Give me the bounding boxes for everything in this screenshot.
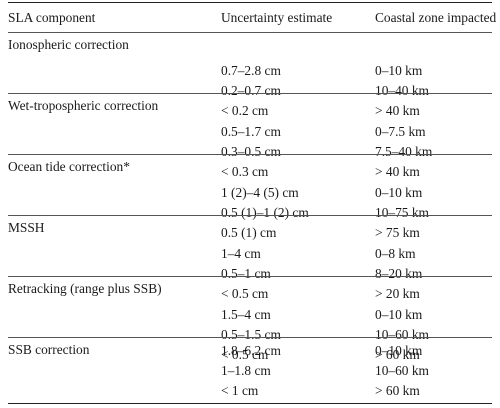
row-component: Ionospheric correction <box>8 37 129 52</box>
row-component: MSSH <box>8 220 45 235</box>
row-uncertainty: 1–4 cm 0.5–1 cm < 0.5 cm <box>221 246 271 301</box>
row-zone: 0–8 km 8–20 km > 20 km <box>375 246 423 301</box>
row-uncertainty: 1.5–4 cm 0.5–1.5 cm < 0.5 cm <box>221 307 281 362</box>
table-top-rule <box>8 2 492 4</box>
row-zone: 0–10 km 10–60 km > 60 km <box>375 307 429 362</box>
row-component: Ocean tide correction* <box>8 159 130 174</box>
row-separator <box>8 276 492 277</box>
row-zone: 0–10 km 10–40 km > 40 km <box>375 63 429 118</box>
row-component: SSB correction <box>8 342 90 357</box>
header-rule <box>8 32 492 33</box>
row-component: Retracking (range plus SSB) <box>8 281 162 296</box>
row-separator <box>8 93 492 94</box>
row-zone: 0–10 km 10–60 km > 60 km <box>375 343 429 398</box>
header-uncertainty-estimate: Uncertainty estimate <box>221 10 333 25</box>
row-separator <box>8 154 492 155</box>
header-coastal-zone: Coastal zone impacted <box>375 10 497 25</box>
row-separator <box>8 337 492 338</box>
header-sla-component: SLA component <box>8 10 96 25</box>
row-uncertainty: 1.8–6.2 cm 1–1.8 cm < 1 cm <box>221 343 281 398</box>
row-uncertainty: 0.5–1.7 cm 0.3–0.5 cm < 0.3 cm <box>221 124 281 179</box>
row-component: Wet-tropospheric correction <box>8 98 159 113</box>
row-zone: 0–7.5 km 7.5–40 km > 40 km <box>375 124 433 179</box>
table-bottom-rule <box>8 403 492 405</box>
row-uncertainty: 0.7–2.8 cm 0.2–0.7 cm < 0.2 cm <box>221 63 281 118</box>
row-uncertainty: 1 (2)–4 (5) cm 0.5 (1)–1 (2) cm 0.5 (1) … <box>221 185 309 240</box>
row-zone: 0–10 km 10–75 km > 75 km <box>375 185 429 240</box>
row-separator <box>8 215 492 216</box>
